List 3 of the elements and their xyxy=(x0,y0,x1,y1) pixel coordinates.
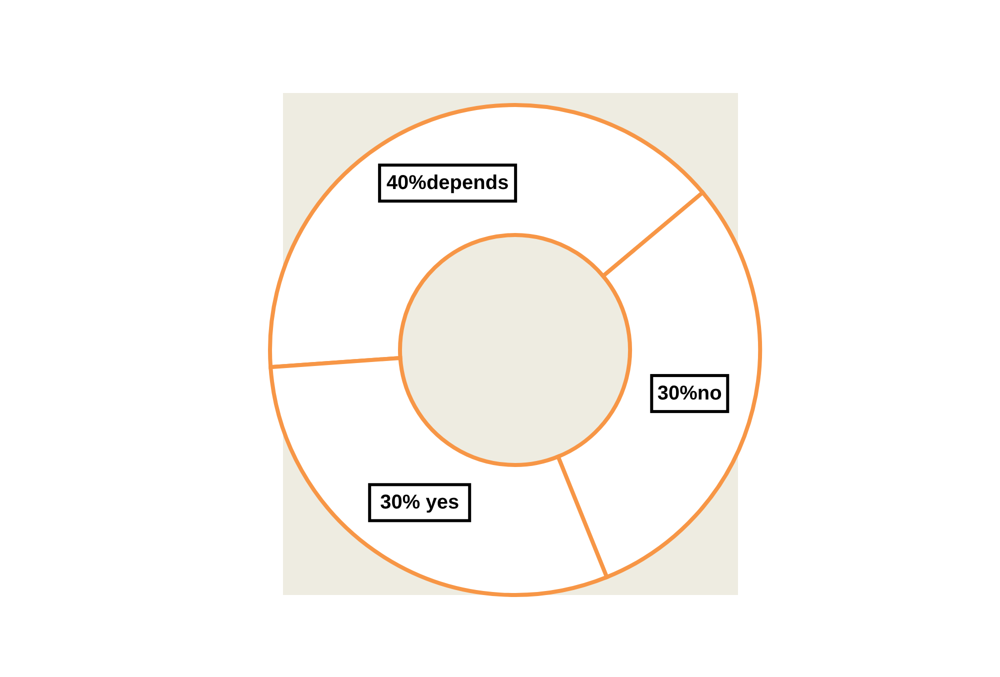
slice-label: 30% yes xyxy=(380,492,460,514)
slice-label: 40%depends xyxy=(386,172,509,194)
slice-label: 30%no xyxy=(657,382,722,405)
